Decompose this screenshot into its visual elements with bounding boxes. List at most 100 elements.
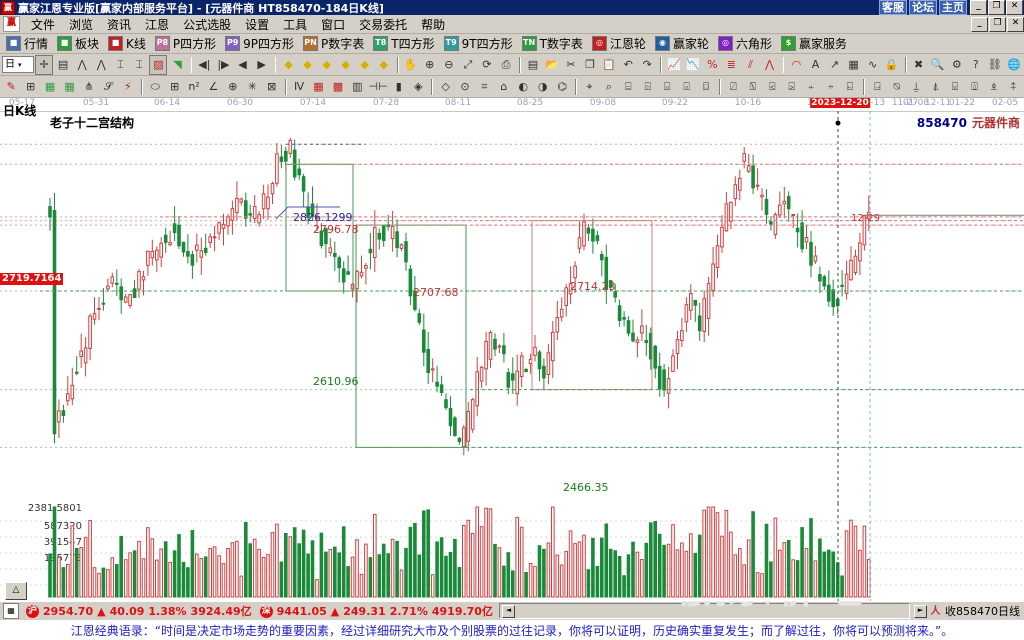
zoom-out-icon[interactable]: ⊖ <box>444 58 454 71</box>
toolbar-item-t-square[interactable]: T8 T四方形 <box>373 35 435 52</box>
tool38-icon[interactable]: ⍄ <box>788 79 795 93</box>
spiral-icon[interactable]: 𝒮 <box>104 79 113 93</box>
grid-red-icon[interactable]: ▦ <box>313 80 324 93</box>
tool35-icon[interactable]: ⍁ <box>730 79 737 93</box>
grid-toggle-icon[interactable]: ▨ <box>149 54 168 75</box>
tool29-icon[interactable]: ⌕ <box>605 79 612 93</box>
vline-icon[interactable]: Ⅳ <box>293 80 305 93</box>
tool45-icon[interactable]: ⍋ <box>932 79 939 93</box>
scroll-right-icon[interactable]: ► <box>914 604 927 618</box>
menu-item-browse[interactable]: 浏览 <box>69 17 94 32</box>
restore-button[interactable]: ❐ <box>988 0 1005 15</box>
undo-icon[interactable]: ↶ <box>623 58 633 71</box>
grid-green-icon[interactable]: ▦ <box>44 80 56 93</box>
menu-item-tools[interactable]: 工具 <box>283 17 308 32</box>
tool32-icon[interactable]: ⌺ <box>663 79 671 93</box>
first-page-icon[interactable]: ◀| <box>198 58 211 71</box>
period-select[interactable]: 日 ▾ <box>2 56 34 73</box>
arc-icon[interactable]: ◠ <box>791 58 802 71</box>
star-icon[interactable]: ✳ <box>247 80 257 93</box>
grid-icon[interactable]: ▦ <box>3 603 19 619</box>
tool42-icon[interactable]: ⍈ <box>874 79 881 93</box>
toolbar-item-kline[interactable]: ■ K线 <box>108 35 146 52</box>
comb-icon[interactable]: ⊞ <box>26 80 36 93</box>
toolbar-item-quotes[interactable]: ■ 行情 <box>6 35 48 52</box>
tool34-icon[interactable]: ⌼ <box>702 79 710 93</box>
zoom-in-icon[interactable]: ⊕ <box>425 58 435 71</box>
status-message-field[interactable]: ◄ <box>498 603 910 619</box>
text-icon[interactable]: A <box>811 58 820 71</box>
close-button[interactable]: ✕ <box>1006 0 1023 15</box>
toolbar-item-t-number-table[interactable]: TN T数字表 <box>521 35 583 52</box>
nsquared-icon[interactable]: n² <box>188 80 200 93</box>
volume-panel[interactable]: 2381.5801 587320 391547 195773 △ <box>0 503 1024 601</box>
next-icon[interactable]: ▶ <box>257 58 266 71</box>
tool27-icon[interactable]: ⌬ <box>557 80 567 93</box>
menu-item-help[interactable]: 帮助 <box>421 17 446 32</box>
toolbar-item-winner-wheel[interactable]: ◉ 赢家轮 <box>654 35 709 52</box>
toolbar-item-sector[interactable]: ■ 板块 <box>57 35 99 52</box>
diamond6-icon[interactable]: ◆ <box>379 58 389 71</box>
channel-icon[interactable]: ⫽ <box>747 57 753 71</box>
tool36-icon[interactable]: ⍂ <box>749 79 757 93</box>
redo-icon[interactable]: ↷ <box>642 58 652 71</box>
net-icon[interactable]: ⊠ <box>267 80 277 93</box>
tool30-icon[interactable]: ⌸ <box>625 79 632 93</box>
mdi-close-button[interactable]: ✕ <box>1007 16 1024 32</box>
pen-icon[interactable]: ✎ <box>6 80 16 93</box>
diamond4-icon[interactable]: ◆ <box>341 58 350 71</box>
menu-item-formula-screen[interactable]: 公式选股 <box>183 17 232 32</box>
target-icon[interactable]: ⊕ <box>228 80 238 93</box>
cut-icon[interactable]: ✂ <box>566 58 576 71</box>
diamond5-icon[interactable]: ◆ <box>360 58 369 71</box>
refresh-icon[interactable]: ⟳ <box>482 58 492 71</box>
toolbar-item-9t-square[interactable]: T9 9T四方形 <box>443 35 513 52</box>
search-icon[interactable]: 🔍 <box>930 58 945 71</box>
bar-icon[interactable]: ▦ <box>848 58 859 71</box>
minimize-button[interactable]: _ <box>970 0 987 15</box>
measure-arrow-icon[interactable]: ⌶ <box>136 57 143 71</box>
titlebar-link-service[interactable]: 客服 <box>879 0 907 15</box>
mdi-restore-button[interactable]: ❐ <box>989 16 1006 32</box>
menu-item-news[interactable]: 资讯 <box>107 17 132 32</box>
prev-icon[interactable]: ◀ <box>238 58 247 71</box>
crosshair-icon[interactable]: ✛ <box>35 54 54 75</box>
arrow-icon[interactable]: ↗ <box>829 58 840 71</box>
last-page-icon[interactable]: |▶ <box>217 58 230 71</box>
tool25-icon[interactable]: ◐ <box>518 80 529 93</box>
lock-icon[interactable]: 🔒 <box>884 58 899 71</box>
copy-icon[interactable]: ❐ <box>585 58 596 71</box>
print-icon[interactable]: ⎙ <box>501 57 511 71</box>
tool44-icon[interactable]: ⍊ <box>912 79 920 93</box>
open-icon[interactable]: 📂 <box>545 58 559 71</box>
menu-item-gann[interactable]: 江恩 <box>145 17 170 32</box>
grid-red2-icon[interactable]: ▩ <box>332 80 344 93</box>
menu-item-window[interactable]: 窗口 <box>321 17 346 32</box>
notes-icon[interactable]: ▤ <box>57 58 69 71</box>
toolbar-item-p-number-table[interactable]: PN P数字表 <box>303 35 364 52</box>
tool24-icon[interactable]: ⌂ <box>500 80 508 93</box>
percent-icon[interactable]: % <box>707 58 718 71</box>
tool28-icon[interactable]: ⌖ <box>586 79 593 93</box>
tool31-icon[interactable]: ⌹ <box>644 79 652 93</box>
globe-icon[interactable]: 🌐 <box>1007 58 1021 71</box>
trend-down-icon[interactable]: 📉 <box>686 58 701 71</box>
indicator-a-icon[interactable]: ⋀ <box>77 58 87 71</box>
fit-icon[interactable]: ⤢ <box>463 57 473 71</box>
tool37-icon[interactable]: ⍃ <box>768 79 776 93</box>
toolbar-item-hexagon[interactable]: ◎ 六角形 <box>717 35 772 52</box>
scroll-left-icon[interactable]: ◄ <box>501 604 515 618</box>
angle-icon[interactable]: ∠ <box>208 80 219 93</box>
price-chart-panel[interactable]: 05-17 05-31 06-14 06-30 07-14 07-28 08-11 08-25… <box>0 98 1024 613</box>
indicator-b-icon[interactable]: ⋀ <box>96 58 106 71</box>
save-icon[interactable]: ▤ <box>527 58 539 71</box>
diamond2-icon[interactable]: ◆ <box>303 58 312 71</box>
hand-icon[interactable]: ✋ <box>403 58 418 71</box>
tool49-icon[interactable]: ⍏ <box>1010 79 1017 93</box>
toolbar-item-9p-square[interactable]: P9 9P四方形 <box>225 35 294 52</box>
tool21-icon[interactable]: ◇ <box>441 80 450 93</box>
diamond1-icon[interactable]: ◆ <box>284 58 293 71</box>
lightning-icon[interactable]: ⚡ <box>123 80 132 93</box>
fan-icon[interactable]: ⋀ <box>764 58 775 71</box>
wave-icon[interactable]: ∿ <box>868 58 878 71</box>
